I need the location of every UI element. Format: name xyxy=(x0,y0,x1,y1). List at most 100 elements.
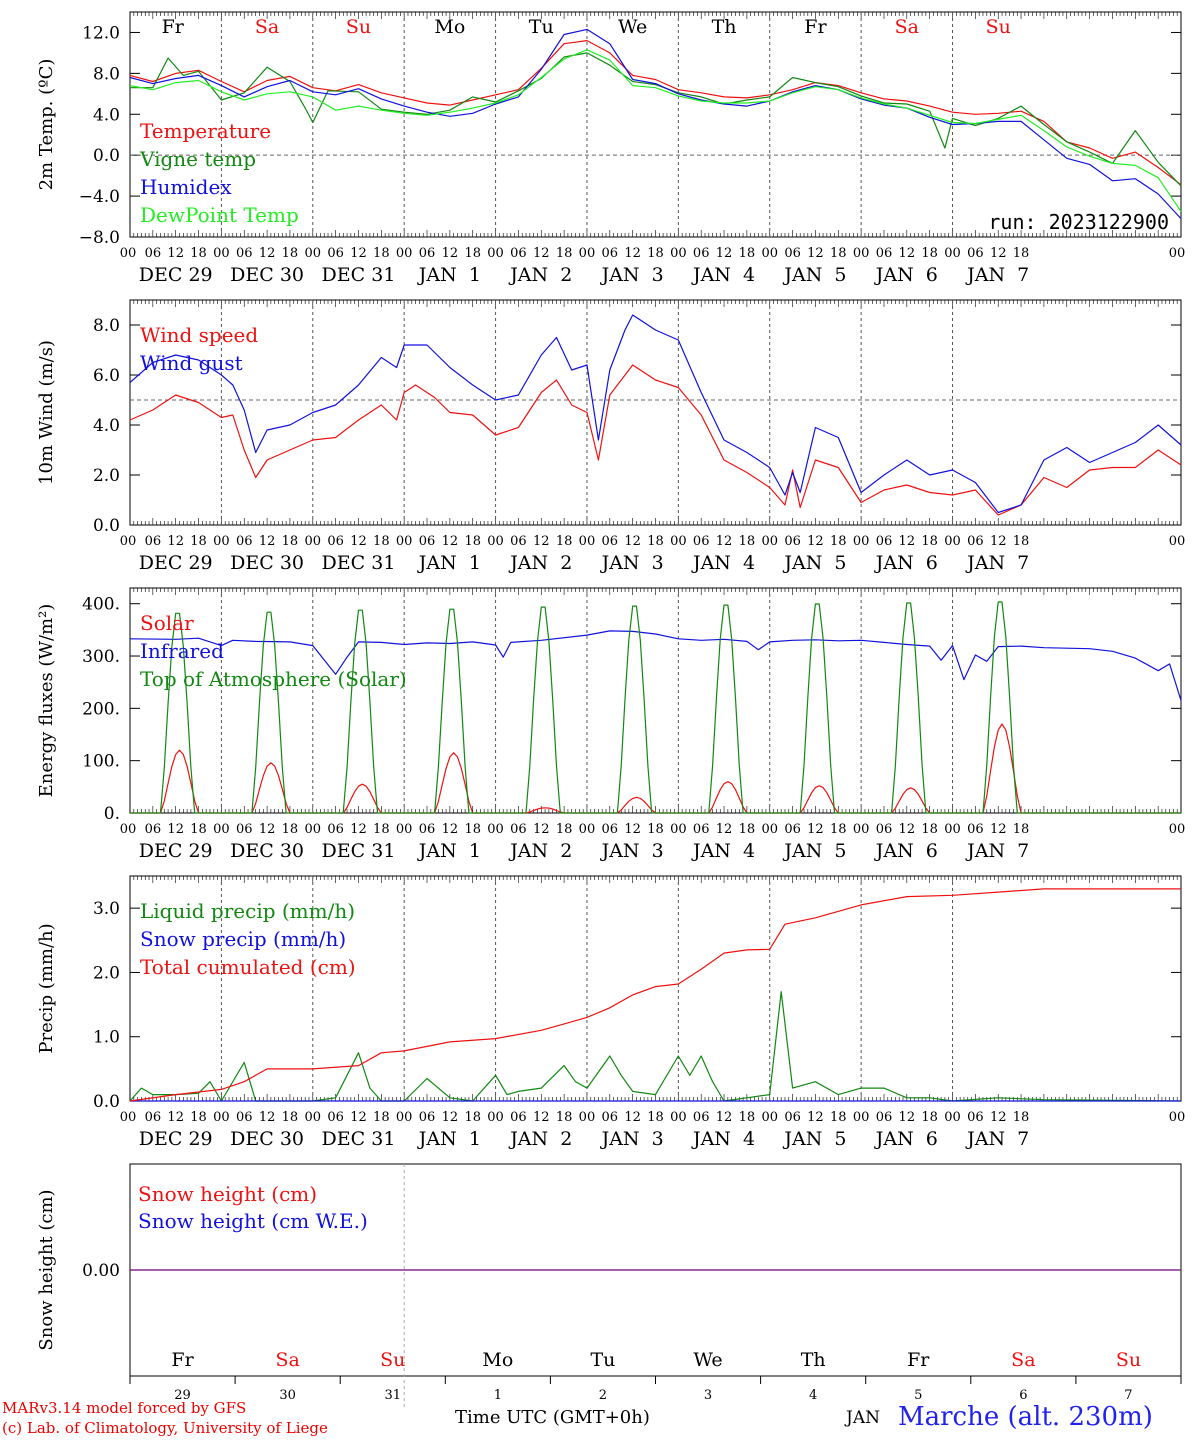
x-hour-tick-label: 18 xyxy=(647,1110,664,1125)
y-tick-label: 2.0 xyxy=(93,963,120,983)
x-hour-tick-label: 12 xyxy=(533,534,550,549)
x-hour-tick-label: 06 xyxy=(145,822,162,837)
series-line-infrared xyxy=(129,630,1182,701)
weekday-label: Fr xyxy=(804,16,827,38)
x-date-label: JAN 4 xyxy=(691,264,755,286)
x-date-label: DEC 30 xyxy=(230,552,304,574)
x-hour-tick-label: 12 xyxy=(350,1110,367,1125)
legend-entry: Temperature xyxy=(140,119,271,143)
x-hour-tick-label: 00 xyxy=(853,246,870,261)
x-date-label: JAN 7 xyxy=(965,840,1029,862)
run-label: run: 2023122900 xyxy=(988,210,1169,234)
day-number-label: 3 xyxy=(704,1388,712,1403)
x-hour-tick-label: 06 xyxy=(419,822,436,837)
x-hour-tick-label: 00 xyxy=(1169,1110,1186,1125)
x-date-label: JAN 6 xyxy=(874,264,938,286)
x-hour-tick-label: 18 xyxy=(1013,246,1030,261)
x-date-label: JAN 1 xyxy=(417,552,481,574)
panel-5: Snow height (cm) xyxy=(36,1163,1182,1408)
x-hour-tick-label: 12 xyxy=(259,1110,276,1125)
x-date-label: DEC 31 xyxy=(322,552,396,574)
y-tick-label: 100. xyxy=(82,752,120,772)
x-hour-tick-label: 06 xyxy=(419,1110,436,1125)
x-hour-tick-label: 00 xyxy=(213,1110,230,1125)
x-hour-tick-label: 12 xyxy=(716,246,733,261)
credit-line-1: MARv3.14 model forced by GFS xyxy=(2,1399,247,1417)
x-hour-tick-label: 18 xyxy=(921,534,938,549)
x-hour-tick-label: 00 xyxy=(487,534,504,549)
x-hour-tick-label: 00 xyxy=(396,822,413,837)
x-hour-tick-label: 00 xyxy=(396,534,413,549)
x-hour-tick-label: 12 xyxy=(350,246,367,261)
y-tick-label: 0.0 xyxy=(93,146,120,166)
weekday-label: Fr xyxy=(171,1349,194,1371)
x-hour-tick-label: 06 xyxy=(510,246,527,261)
x-hour-tick-label: 06 xyxy=(145,534,162,549)
x-date-label: DEC 31 xyxy=(322,264,396,286)
x-hour-tick-label: 12 xyxy=(442,534,459,549)
x-hour-tick-label: 12 xyxy=(990,534,1007,549)
legend-entry: Snow height (cm W.E.) xyxy=(138,1209,368,1233)
x-hour-tick-label: 00 xyxy=(120,246,137,261)
x-hour-tick-label: 06 xyxy=(236,534,253,549)
x-hour-tick-label: 18 xyxy=(647,822,664,837)
series-line-total-cumulated-cm- xyxy=(129,888,1181,1102)
x-hour-tick-label: 18 xyxy=(373,822,390,837)
legend-entry: Infrared xyxy=(140,639,224,663)
x-hour-tick-label: 12 xyxy=(624,822,641,837)
x-date-label: JAN 2 xyxy=(508,552,572,574)
x-date-label: DEC 29 xyxy=(139,264,213,286)
weekday-label: Th xyxy=(801,1349,826,1371)
x-hour-tick-label: 00 xyxy=(853,1110,870,1125)
x-hour-tick-label: 18 xyxy=(647,534,664,549)
x-date-label: DEC 30 xyxy=(230,840,304,862)
x-hour-tick-label: 18 xyxy=(1013,822,1030,837)
x-hour-tick-label: 12 xyxy=(259,246,276,261)
weekday-label: Su xyxy=(380,1349,405,1371)
panel-4: Precip (mm/h) xyxy=(36,875,1182,1102)
x-hour-tick-label: 00 xyxy=(120,1110,137,1125)
x-hour-tick-label: 00 xyxy=(670,822,687,837)
y-tick-label: 4.0 xyxy=(93,105,120,125)
day-number-label: 2 xyxy=(599,1388,607,1403)
legend-entry: Top of Atmosphere (Solar) xyxy=(140,667,407,691)
y-tick-label: 4.0 xyxy=(93,416,120,436)
series-line-wind-gust xyxy=(129,314,1182,514)
x-hour-tick-label: 12 xyxy=(442,1110,459,1125)
x-hour-tick-label: 18 xyxy=(373,246,390,261)
x-hour-tick-label: 00 xyxy=(1169,246,1186,261)
day-number-label: 5 xyxy=(914,1388,922,1403)
x-hour-tick-label: 12 xyxy=(533,1110,550,1125)
x-hour-tick-label: 18 xyxy=(282,822,299,837)
weekday-label: Fr xyxy=(162,16,185,38)
x-hour-tick-label: 00 xyxy=(305,246,322,261)
x-date-label: JAN 7 xyxy=(965,552,1029,574)
series-line-dewpoint-temp xyxy=(129,49,1182,212)
x-hour-tick-label: 06 xyxy=(876,246,893,261)
x-hour-tick-label: 12 xyxy=(624,246,641,261)
weekday-label: Tu xyxy=(590,1349,615,1371)
y-tick-label: 12.0 xyxy=(82,23,120,43)
series-line-temperature xyxy=(129,40,1182,186)
x-hour-tick-label: 18 xyxy=(282,246,299,261)
legend-entry: DewPoint Temp xyxy=(140,203,299,227)
x-hour-tick-label: 18 xyxy=(373,534,390,549)
x-hour-tick-label: 00 xyxy=(213,822,230,837)
series-line-wind-speed xyxy=(129,364,1182,516)
weekday-label: Tu xyxy=(529,16,554,38)
x-hour-tick-label: 06 xyxy=(784,1110,801,1125)
x-hour-tick-label: 18 xyxy=(464,822,481,837)
panel-2: 10m Wind (m/s) xyxy=(36,299,1182,526)
x-hour-tick-label: 06 xyxy=(236,822,253,837)
series-line-vigne-temp xyxy=(130,52,1182,187)
x-hour-tick-label: 12 xyxy=(350,534,367,549)
x-hour-tick-label: 18 xyxy=(830,1110,847,1125)
series-line-top-of-atmosphere-solar- xyxy=(130,601,1181,814)
x-date-label: JAN 5 xyxy=(782,840,846,862)
x-hour-tick-label: 12 xyxy=(442,246,459,261)
x-hour-tick-label: 06 xyxy=(784,822,801,837)
x-hour-tick-label: 00 xyxy=(213,534,230,549)
x-hour-tick-label: 12 xyxy=(899,822,916,837)
x-hour-tick-label: 12 xyxy=(716,534,733,549)
x-hour-tick-label: 06 xyxy=(967,246,984,261)
